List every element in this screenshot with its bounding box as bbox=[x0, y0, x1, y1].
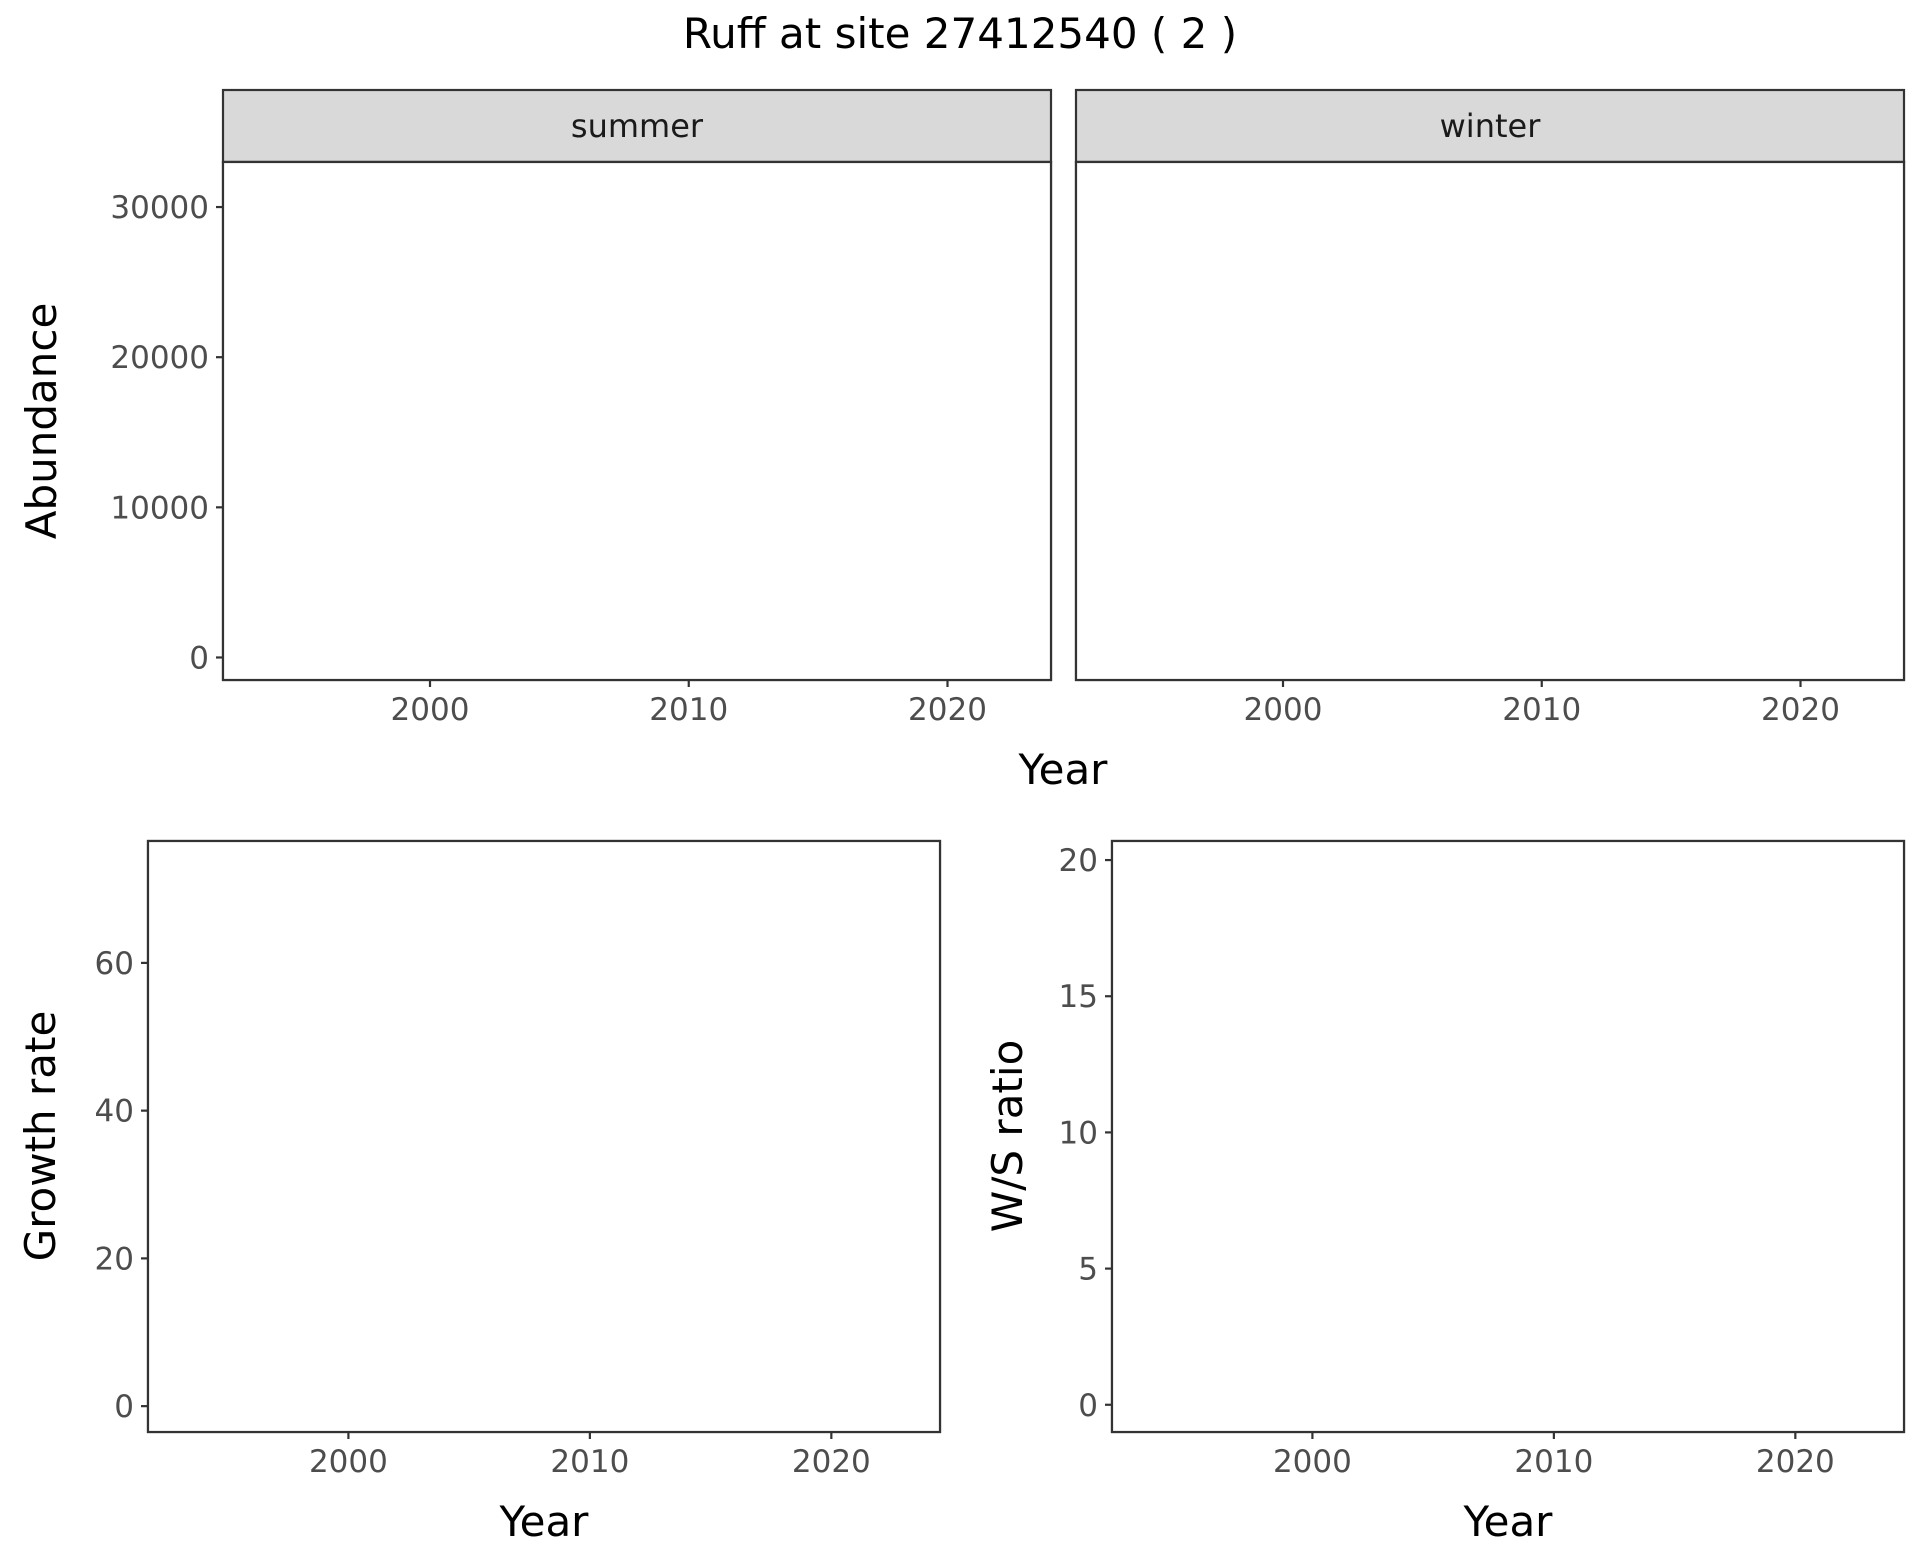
growth-x-tick-label: 2020 bbox=[792, 1444, 871, 1480]
abundance-summer-x-tick-label: 2010 bbox=[649, 692, 728, 728]
ratio-y-tick-label: 15 bbox=[1059, 979, 1098, 1015]
strip-summer bbox=[221, 88, 1053, 164]
growth-x-tick-label: 2010 bbox=[550, 1444, 629, 1480]
growth-ylabel: Growth rate bbox=[16, 1011, 65, 1262]
abundance-summer-y-tick-label: 30000 bbox=[110, 190, 209, 226]
growth-y-tick-label: 0 bbox=[114, 1389, 134, 1425]
abundance-summer-y-tick-label: 0 bbox=[189, 640, 209, 676]
abundance-summer-y-tick-label: 10000 bbox=[110, 490, 209, 526]
ratio-x-tick-label: 2000 bbox=[1273, 1444, 1352, 1480]
ratio-y-tick-label: 20 bbox=[1059, 843, 1098, 879]
strip-label-summer: summer bbox=[571, 107, 704, 145]
growth-x-tick-label: 2000 bbox=[309, 1444, 388, 1480]
abundance-summer-x-tick-label: 2000 bbox=[391, 692, 470, 728]
abundance-xlabel: Year bbox=[1018, 745, 1109, 794]
growth-xlabel: Year bbox=[499, 1497, 590, 1546]
abundance-summer-x-tick-label: 2020 bbox=[908, 692, 987, 728]
growth-y-tick-label: 20 bbox=[95, 1241, 134, 1277]
abundance-winter-x-tick-label: 2020 bbox=[1761, 692, 1840, 728]
figure-title: Ruff at site 27412540 ( 2 ) bbox=[683, 9, 1237, 58]
ratio-x-tick-label: 2010 bbox=[1514, 1444, 1593, 1480]
ratio-y-tick-label: 0 bbox=[1078, 1388, 1098, 1424]
ratio-y-tick-label: 5 bbox=[1078, 1252, 1098, 1288]
ratio-y-tick-label: 10 bbox=[1059, 1115, 1098, 1151]
abundance-winter-x-tick-label: 2000 bbox=[1244, 692, 1323, 728]
abundance-winter-x-tick-label: 2010 bbox=[1502, 692, 1581, 728]
growth-y-tick-label: 40 bbox=[95, 1094, 134, 1130]
ratio-ylabel: W/S ratio bbox=[983, 1040, 1032, 1233]
ratio-xlabel: Year bbox=[1463, 1497, 1554, 1546]
ratio-x-tick-label: 2020 bbox=[1756, 1444, 1835, 1480]
growth-y-tick-label: 60 bbox=[95, 946, 134, 982]
abundance-summer-y-tick-label: 20000 bbox=[110, 340, 209, 376]
abundance-ylabel: Abundance bbox=[17, 303, 66, 540]
abundance-axes: 2000 2010 2020 0 10000 20000 30000 2000 2010 2020 bbox=[110, 190, 1840, 728]
strip-label-winter: winter bbox=[1440, 107, 1542, 145]
